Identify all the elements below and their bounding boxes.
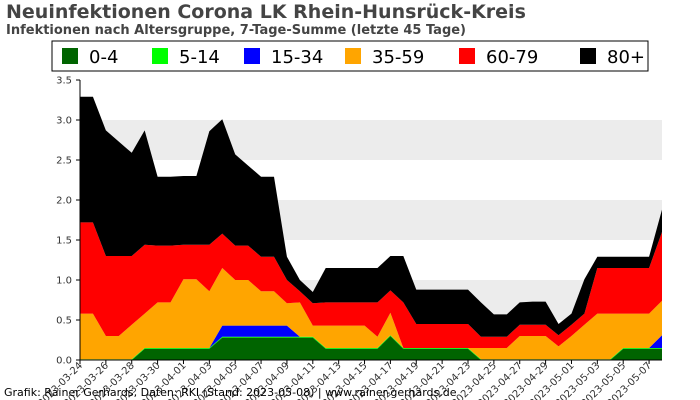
legend-swatch-5 [580,48,596,64]
chart-subtitle: Infektionen nach Altersgruppe, 7-Tage-Su… [6,23,467,38]
legend-label-3: 35-59 [372,47,424,68]
y-tick-label: 0.5 [56,316,72,327]
area-series-3 [80,268,662,360]
area-series-5 [80,96,662,337]
legend-swatch-3 [345,48,361,64]
grid-band [80,80,662,120]
legend-label-4: 60-79 [486,47,538,68]
legend-label-5: 80+ [607,47,645,68]
y-tick-label: 0.0 [56,356,72,367]
y-tick-label: 3.5 [56,76,72,87]
legend-label-1: 5-14 [179,47,220,68]
legend-swatch-0 [62,48,78,64]
legend-swatch-1 [152,48,168,64]
y-tick-label: 3.0 [56,116,72,127]
area-series-4 [80,222,662,348]
y-tick-label: 1.5 [56,236,72,247]
y-tick-label: 1.0 [56,276,72,287]
chart-title: Neuinfektionen Corona LK Rhein-Hunsrück-… [6,1,526,23]
legend-swatch-4 [459,48,475,64]
y-tick-label: 2.0 [56,196,72,207]
area-series-0 [80,336,662,360]
legend-label-2: 15-34 [271,47,323,68]
legend-label-0: 0-4 [89,47,118,68]
legend-swatch-2 [244,48,260,64]
grid-band [80,120,662,160]
source-credit: Grafik: Rainer Gerhards, Daten: RKI (Sta… [4,386,457,399]
y-tick-label: 2.5 [56,156,72,167]
area-series-2 [80,325,662,360]
